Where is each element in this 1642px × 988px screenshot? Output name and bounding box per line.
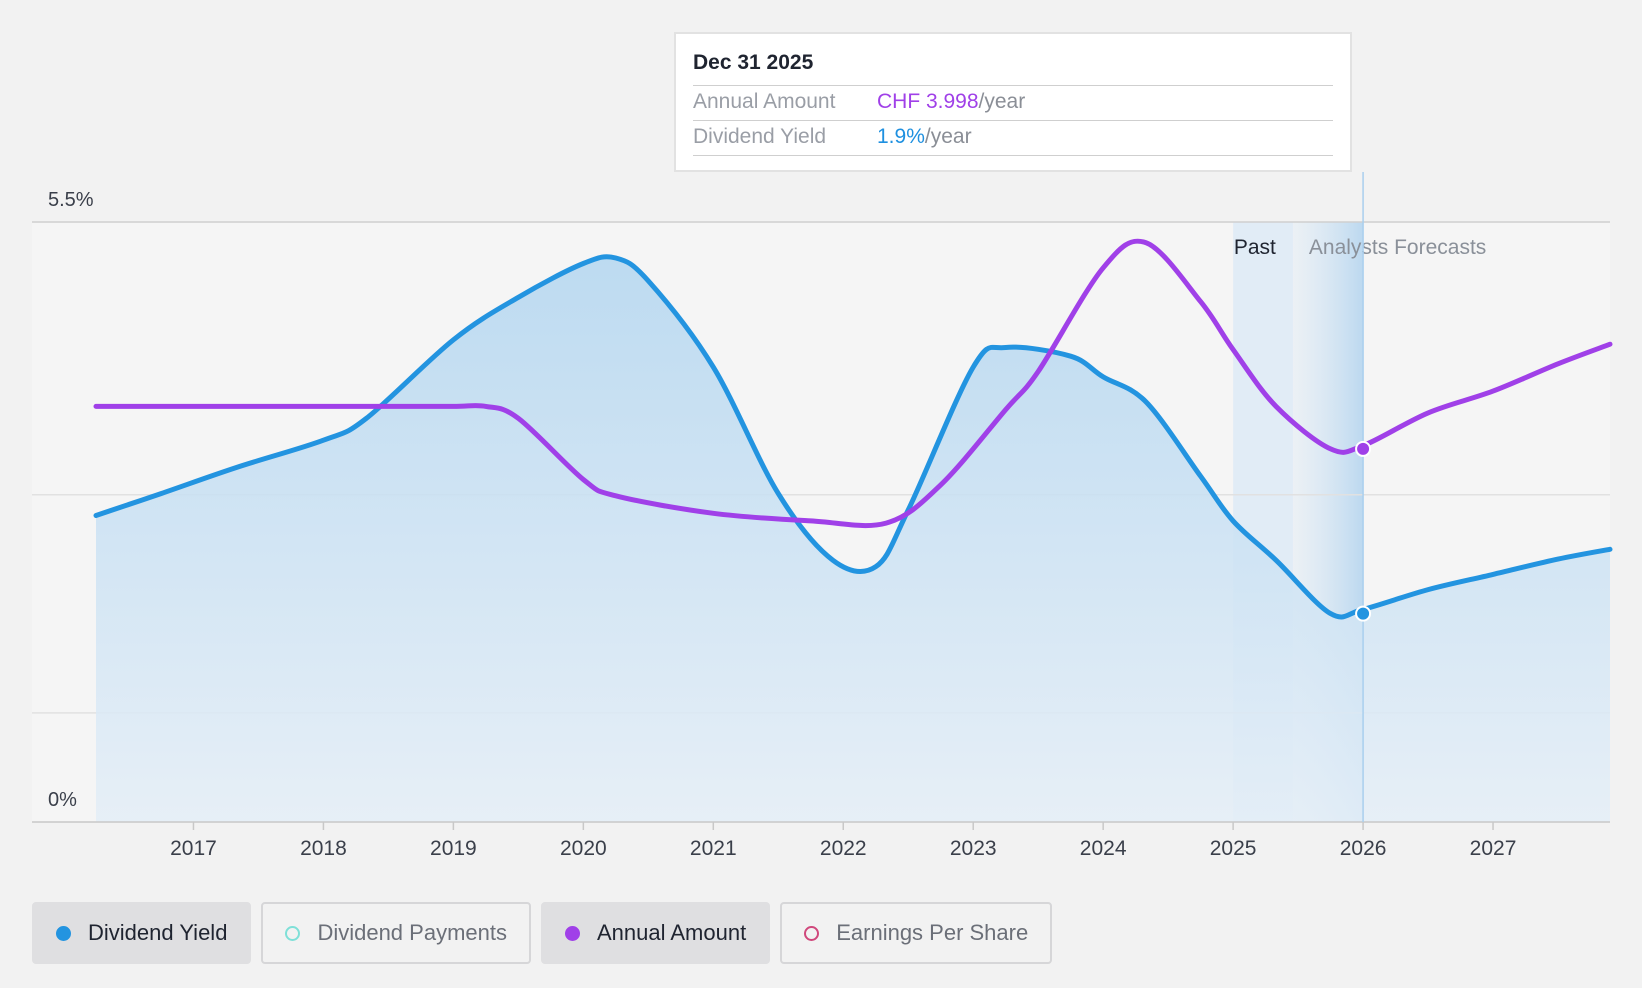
x-tick-label: 2019 [430,837,477,860]
x-tick-label: 2017 [170,837,217,860]
dividend-yield-area [96,256,1610,822]
x-tick-label: 2027 [1470,837,1517,860]
legend-dividend-yield-button[interactable]: Dividend Yield [32,902,252,964]
x-tick-label: 2022 [820,837,867,860]
legend-dot-icon [564,925,580,941]
x-tick-label: 2026 [1340,837,1387,860]
tooltip-row-dividend-yield: Dividend Yield 1.9%/year [693,121,1333,156]
legend-earnings-per-share-button[interactable]: Earnings Per Share [780,902,1053,964]
tooltip-value: 1.9% [877,125,925,148]
legend-dividend-payments-button[interactable]: Dividend Payments [261,902,531,964]
tooltip-unit: /year [924,125,972,148]
x-tick-label: 2020 [560,837,607,860]
legend-dot-icon [285,925,301,941]
tooltip-date: Dec 31 2025 [693,48,1333,86]
x-tick-label: 2025 [1210,837,1257,860]
y-tick-label: 5.5% [48,189,94,211]
annual-amount-marker [1355,440,1372,457]
x-tick-label: 2024 [1080,837,1127,860]
tooltip-unit: /year [978,90,1026,113]
chart-tooltip: Dec 31 2025 Annual Amount CHF 3.998/year… [674,32,1352,172]
dividend-yield-marker [1355,605,1372,622]
legend-label: Dividend Payments [317,920,507,945]
legend-label: Annual Amount [596,920,747,945]
y-tick-label: 0% [48,789,77,811]
forecast-label: Analysts Forecasts [1309,236,1486,259]
tooltip-label: Annual Amount [693,90,836,113]
tooltip-label: Dividend Yield [693,125,827,148]
legend-label: Earnings Per Share [836,920,1029,945]
x-tick-label: 2018 [300,837,347,860]
past-label: Past [1234,236,1276,259]
tooltip-value: CHF 3.998 [877,90,979,113]
x-tick-label: 2023 [950,837,997,860]
tooltip-row-annual-amount: Annual Amount CHF 3.998/year [693,86,1333,121]
legend-dot-icon [56,925,71,941]
legend-annual-amount-button[interactable]: Annual Amount [540,902,771,964]
chart-legend: Dividend Yield Dividend Payments Annual … [32,902,1053,964]
x-tick-label: 2021 [690,837,737,860]
legend-label: Dividend Yield [88,920,228,945]
dividend-yield-line [93,254,1613,620]
legend-dot-icon [804,925,820,941]
